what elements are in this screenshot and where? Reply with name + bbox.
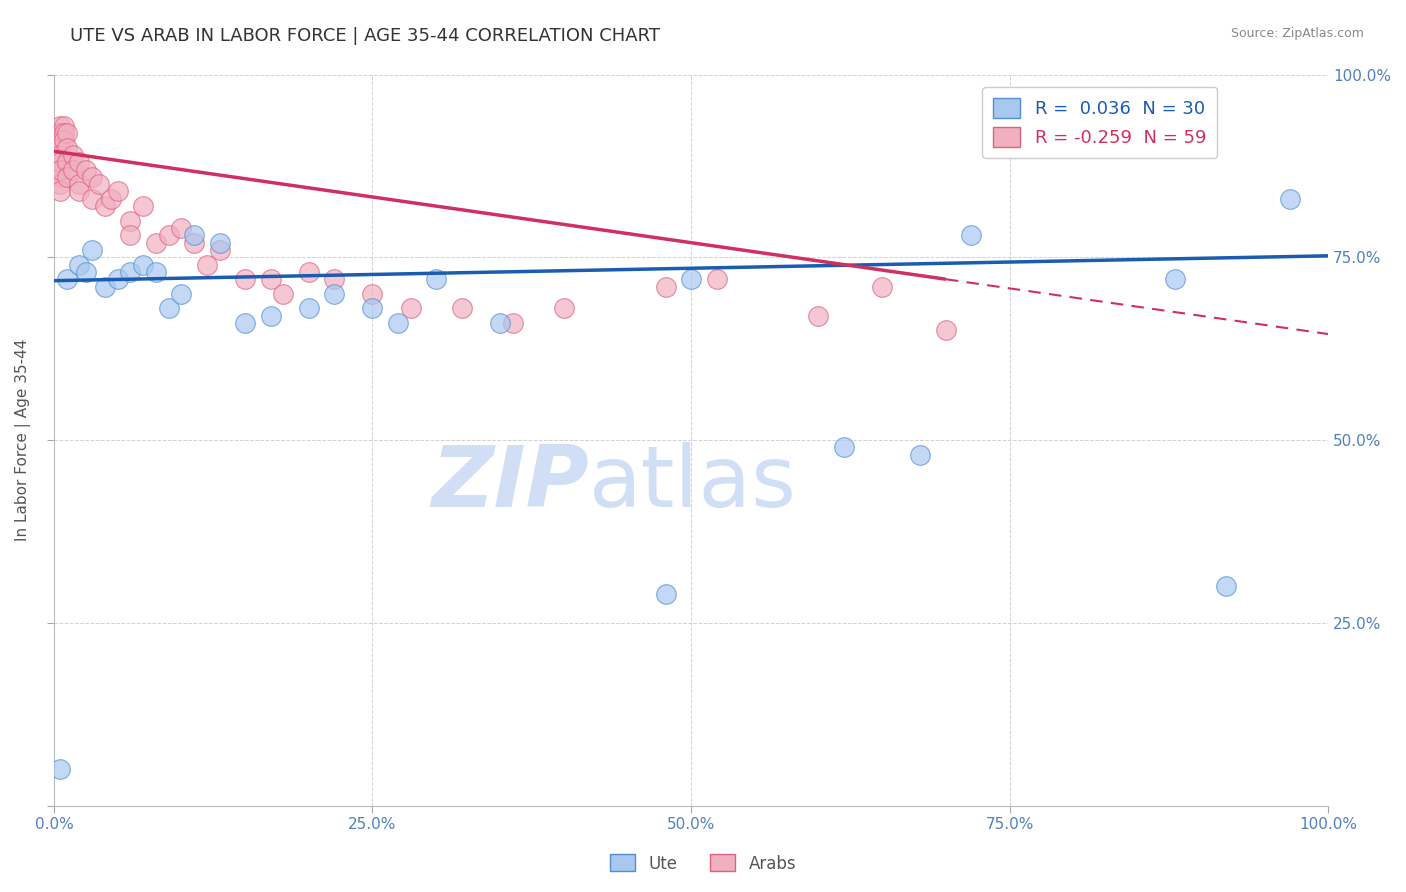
Text: Source: ZipAtlas.com: Source: ZipAtlas.com	[1230, 27, 1364, 40]
Point	[53, 126, 76, 140]
Point	[49, 141, 72, 155]
Point	[107, 185, 129, 199]
Point	[654, 586, 676, 600]
Point	[62, 148, 84, 162]
Point	[94, 279, 117, 293]
Point	[323, 272, 346, 286]
Point	[298, 301, 321, 316]
Point	[75, 265, 97, 279]
Point	[49, 155, 72, 169]
Point	[49, 126, 72, 140]
Point	[183, 235, 205, 250]
Point	[489, 316, 512, 330]
Point	[157, 301, 180, 316]
Point	[361, 301, 384, 316]
Point	[298, 265, 321, 279]
Point	[910, 448, 932, 462]
Point	[145, 265, 167, 279]
Point	[55, 169, 77, 184]
Point	[195, 258, 218, 272]
Point	[75, 162, 97, 177]
Point	[120, 228, 142, 243]
Point	[271, 286, 294, 301]
Point	[832, 441, 855, 455]
Point	[120, 213, 142, 227]
Point	[100, 192, 122, 206]
Legend: Ute, Arabs: Ute, Arabs	[603, 847, 803, 880]
Point	[67, 258, 90, 272]
Point	[170, 221, 193, 235]
Point	[553, 301, 575, 316]
Point	[49, 119, 72, 133]
Point	[67, 155, 90, 169]
Point	[233, 272, 256, 286]
Point	[502, 316, 524, 330]
Point	[82, 169, 104, 184]
Point	[49, 133, 72, 147]
Point	[49, 155, 72, 169]
Point	[67, 185, 90, 199]
Point	[807, 309, 830, 323]
Text: ZIP: ZIP	[432, 442, 589, 525]
Point	[132, 258, 155, 272]
Point	[49, 185, 72, 199]
Point	[107, 272, 129, 286]
Point	[1278, 192, 1301, 206]
Point	[259, 272, 281, 286]
Point	[55, 126, 77, 140]
Point	[361, 286, 384, 301]
Point	[960, 228, 983, 243]
Point	[233, 316, 256, 330]
Legend: R =  0.036  N = 30, R = -0.259  N = 59: R = 0.036 N = 30, R = -0.259 N = 59	[983, 87, 1218, 158]
Point	[208, 243, 231, 257]
Point	[67, 177, 90, 191]
Point	[183, 228, 205, 243]
Point	[94, 199, 117, 213]
Point	[82, 192, 104, 206]
Point	[870, 279, 893, 293]
Point	[49, 169, 72, 184]
Point	[208, 235, 231, 250]
Point	[49, 162, 72, 177]
Point	[157, 228, 180, 243]
Point	[87, 177, 110, 191]
Point	[82, 243, 104, 257]
Point	[55, 272, 77, 286]
Point	[120, 265, 142, 279]
Point	[49, 141, 72, 155]
Text: atlas: atlas	[589, 442, 797, 525]
Point	[706, 272, 728, 286]
Point	[55, 141, 77, 155]
Point	[145, 235, 167, 250]
Point	[935, 323, 957, 337]
Point	[399, 301, 422, 316]
Point	[49, 148, 72, 162]
Point	[425, 272, 447, 286]
Point	[49, 133, 72, 147]
Point	[49, 762, 72, 776]
Point	[170, 286, 193, 301]
Point	[450, 301, 472, 316]
Point	[49, 162, 72, 177]
Point	[49, 177, 72, 191]
Point	[132, 199, 155, 213]
Point	[387, 316, 409, 330]
Point	[55, 155, 77, 169]
Point	[1215, 579, 1237, 593]
Point	[323, 286, 346, 301]
Point	[259, 309, 281, 323]
Point	[49, 148, 72, 162]
Point	[679, 272, 702, 286]
Y-axis label: In Labor Force | Age 35-44: In Labor Force | Age 35-44	[15, 339, 31, 541]
Point	[53, 133, 76, 147]
Point	[53, 119, 76, 133]
Point	[62, 162, 84, 177]
Point	[49, 126, 72, 140]
Point	[654, 279, 676, 293]
Point	[1164, 272, 1187, 286]
Text: UTE VS ARAB IN LABOR FORCE | AGE 35-44 CORRELATION CHART: UTE VS ARAB IN LABOR FORCE | AGE 35-44 C…	[70, 27, 661, 45]
